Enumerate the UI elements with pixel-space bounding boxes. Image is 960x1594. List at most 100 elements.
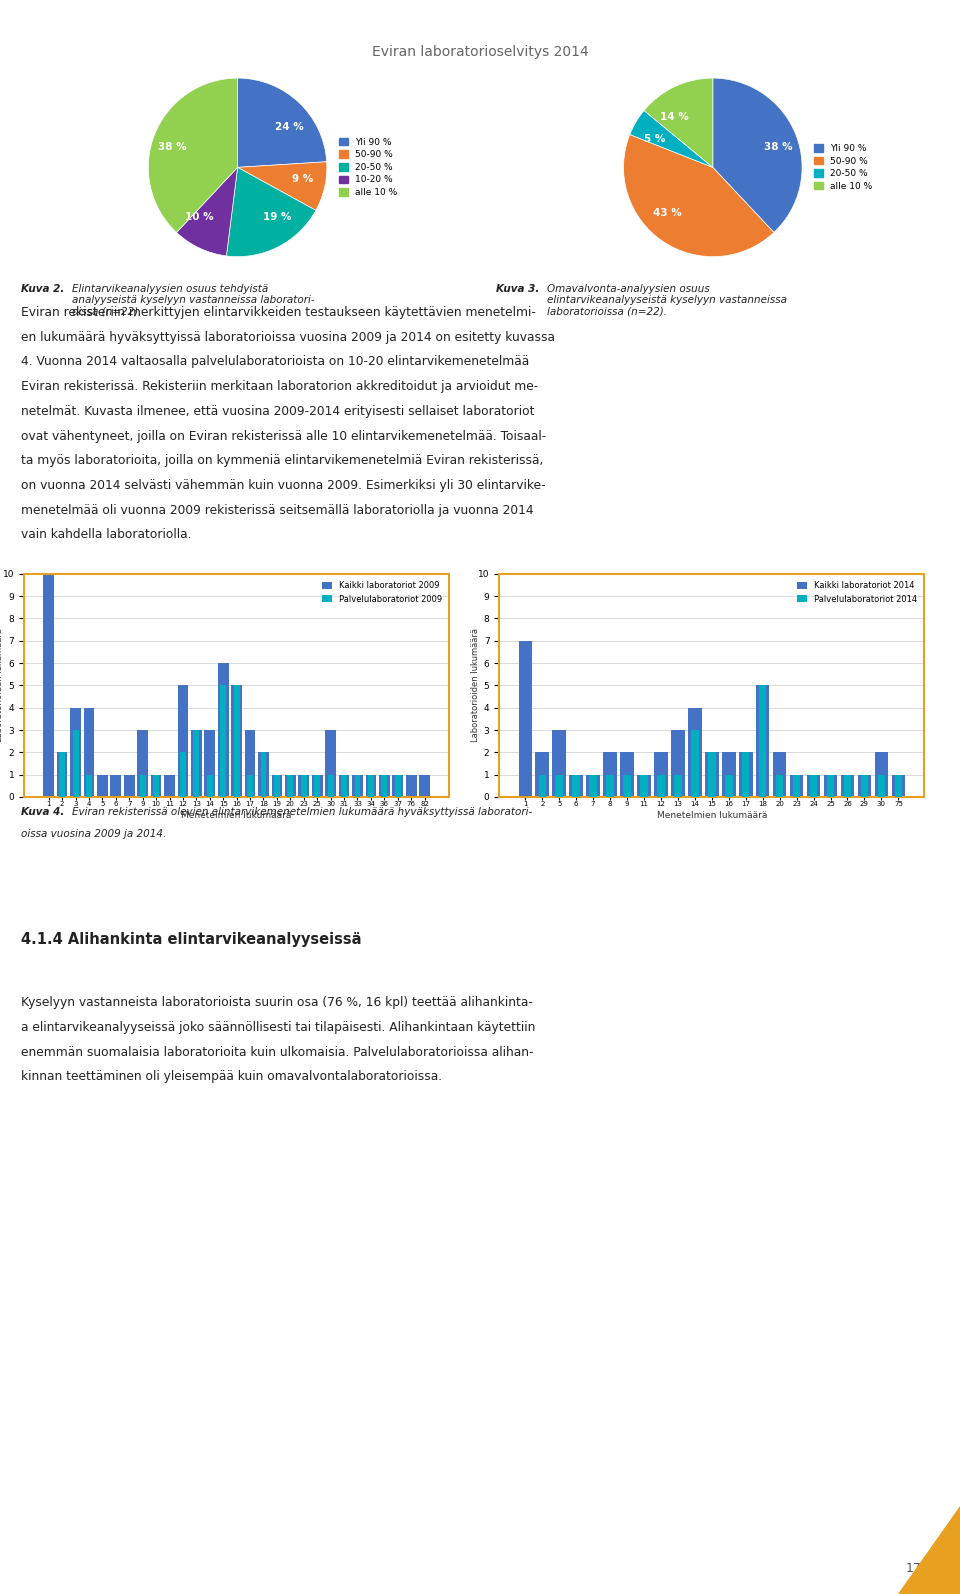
Wedge shape <box>149 78 238 233</box>
Bar <box>178 685 188 797</box>
Bar <box>151 775 161 797</box>
X-axis label: Menetelmien lukumäärä: Menetelmien lukumäärä <box>657 811 767 821</box>
Bar <box>406 775 417 797</box>
Bar <box>671 730 684 797</box>
Bar <box>810 775 817 797</box>
Bar <box>824 775 837 797</box>
Text: en lukumäärä hyväksyttyissä laboratorioissa vuosina 2009 ja 2014 on esitetty kuv: en lukumäärä hyväksyttyissä laboratorioi… <box>21 332 555 344</box>
Text: Kuva 2.: Kuva 2. <box>21 284 64 293</box>
Bar <box>325 730 336 797</box>
Bar <box>341 775 347 797</box>
Text: 4. Vuonna 2014 valtaosalla palvelulaboratorioista on 10-20 elintarvikemenetelmää: 4. Vuonna 2014 valtaosalla palvelulabora… <box>21 355 529 368</box>
Bar <box>623 775 631 797</box>
Bar <box>180 752 186 797</box>
Bar <box>518 641 532 797</box>
Bar <box>539 775 546 797</box>
Bar <box>354 775 360 797</box>
Bar <box>790 775 804 797</box>
Bar <box>536 752 549 797</box>
Bar <box>60 752 65 797</box>
Bar <box>73 730 79 797</box>
Bar <box>70 708 81 797</box>
Bar <box>220 685 227 797</box>
Bar <box>272 775 282 797</box>
Bar <box>776 775 783 797</box>
Bar <box>379 775 390 797</box>
Bar <box>654 752 668 797</box>
Y-axis label: Laboratorioiden lukumäärä: Laboratorioiden lukumäärä <box>470 628 480 743</box>
Bar <box>658 775 664 797</box>
Bar <box>725 775 732 797</box>
Bar <box>247 775 253 797</box>
Bar <box>300 775 306 797</box>
Bar <box>204 730 215 797</box>
Bar <box>43 574 54 797</box>
Bar <box>352 775 363 797</box>
Text: Eviran rekisterissä olevien elintarvikemenetelmien lukumäärä hyväksyttyissä labo: Eviran rekisterissä olevien elintarvikem… <box>72 807 532 816</box>
Text: Eviran laboratorioselvitys 2014: Eviran laboratorioselvitys 2014 <box>372 45 588 59</box>
Bar <box>895 775 902 797</box>
Bar <box>233 685 240 797</box>
Wedge shape <box>238 161 326 210</box>
Wedge shape <box>177 167 238 257</box>
Bar <box>231 685 242 797</box>
Bar <box>759 685 766 797</box>
Bar <box>877 775 885 797</box>
Bar <box>691 730 699 797</box>
Text: 5 %: 5 % <box>644 134 665 143</box>
Text: Elintarvikeanalyysien osuus tehdyistä
analyyseistä kyselyyn vastanneissa laborat: Elintarvikeanalyysien osuus tehdyistä an… <box>72 284 315 317</box>
Text: netelmät. Kuvasta ilmenee, että vuosina 2009-2014 erityisesti sellaiset laborato: netelmät. Kuvasta ilmenee, että vuosina … <box>21 405 535 418</box>
Text: kinnan teettäminen oli yleisempää kuin omavalvontalaboratorioissa.: kinnan teettäminen oli yleisempää kuin o… <box>21 1071 443 1084</box>
Bar <box>861 775 868 797</box>
Legend: Kaikki laboratoriot 2014, Palvelulaboratoriot 2014: Kaikki laboratoriot 2014, Palvelulaborat… <box>794 579 921 607</box>
Bar <box>260 752 267 797</box>
Text: on vuonna 2014 selvästi vähemmän kuin vuonna 2009. Esimerkiksi yli 30 elintarvik: on vuonna 2014 selvästi vähemmän kuin vu… <box>21 480 545 493</box>
Bar <box>572 775 580 797</box>
Text: oissa vuosina 2009 ja 2014.: oissa vuosina 2009 ja 2014. <box>21 829 166 838</box>
Bar <box>381 775 387 797</box>
Bar <box>556 775 563 797</box>
Bar <box>688 708 702 797</box>
Text: Kuva 3.: Kuva 3. <box>496 284 540 293</box>
Bar <box>285 775 296 797</box>
Bar <box>756 685 770 797</box>
Bar <box>245 730 255 797</box>
Wedge shape <box>624 134 774 257</box>
Bar <box>395 775 400 797</box>
Bar <box>339 775 349 797</box>
Bar <box>742 752 750 797</box>
Bar <box>164 775 175 797</box>
Text: 19 %: 19 % <box>263 212 291 222</box>
Text: Kyselyyn vastanneista laboratorioista suurin osa (76 %, 16 kpl) teettää alihanki: Kyselyyn vastanneista laboratorioista su… <box>21 996 533 1009</box>
Bar <box>620 752 634 797</box>
Bar <box>640 775 648 797</box>
X-axis label: Menetelmien lukumäärä: Menetelmien lukumäärä <box>181 811 292 821</box>
Bar <box>827 775 834 797</box>
Bar <box>420 775 430 797</box>
Bar <box>287 775 294 797</box>
Bar <box>84 708 94 797</box>
Bar <box>589 775 597 797</box>
Text: 24 %: 24 % <box>276 123 304 132</box>
Wedge shape <box>712 78 802 233</box>
Text: 38 %: 38 % <box>157 142 186 151</box>
Bar <box>705 752 719 797</box>
Bar <box>97 775 108 797</box>
Text: Eviran rekisterissä. Rekisteriin merkitaan laboratorion akkreditoidut ja arvioid: Eviran rekisterissä. Rekisteriin merkita… <box>21 379 539 394</box>
Bar <box>191 730 202 797</box>
Bar <box>841 775 854 797</box>
Bar <box>218 663 228 797</box>
Bar <box>722 752 735 797</box>
Text: 10 %: 10 % <box>185 212 214 223</box>
Text: Eviran rekisteriin merkittyjen elintarvikkeiden testaukseen käytettävien menetel: Eviran rekisteriin merkittyjen elintarvi… <box>21 306 536 319</box>
Text: 38 %: 38 % <box>764 142 793 151</box>
Bar <box>124 775 134 797</box>
Text: vain kahdella laboratoriolla.: vain kahdella laboratoriolla. <box>21 528 192 542</box>
Text: 17: 17 <box>905 1562 922 1575</box>
Bar <box>368 775 373 797</box>
Bar <box>327 775 333 797</box>
Bar <box>366 775 376 797</box>
Text: enemmän suomalaisia laboratorioita kuin ulkomaisia. Palvelulaboratorioissa aliha: enemmän suomalaisia laboratorioita kuin … <box>21 1046 534 1058</box>
Bar <box>875 752 888 797</box>
Bar <box>773 752 786 797</box>
